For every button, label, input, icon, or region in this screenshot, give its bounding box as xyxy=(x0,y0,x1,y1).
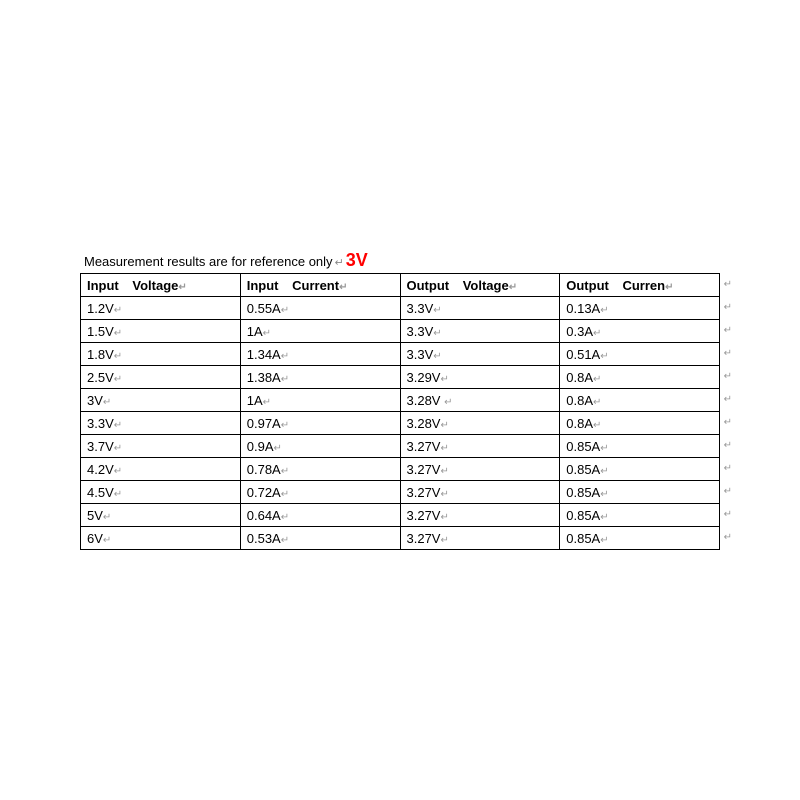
row-end-mark: ↵ xyxy=(724,411,732,434)
table-cell: 3.27V↵ xyxy=(400,504,560,527)
table-cell: 3.3V↵ xyxy=(400,297,560,320)
table-cell: 0.85A↵ xyxy=(560,458,720,481)
table-header-output-voltage: Output Voltage↵ xyxy=(400,274,560,297)
table-row: 2.5V↵ 1.38A↵ 3.29V↵ 0.8A↵ xyxy=(81,366,720,389)
table-cell: 3.7V↵ xyxy=(81,435,241,458)
table-cell: 0.78A↵ xyxy=(240,458,400,481)
table-cell: 3.27V↵ xyxy=(400,435,560,458)
title-mark: ↵ xyxy=(335,256,344,269)
table-cell: 3.28V↵ xyxy=(400,412,560,435)
table-cell: 0.85A↵ xyxy=(560,481,720,504)
table-cell: 3V↵ xyxy=(81,389,241,412)
table-cell: 0.55A↵ xyxy=(240,297,400,320)
table-cell: 1.38A↵ xyxy=(240,366,400,389)
table-row: 1.5V↵ 1A↵ 3.3V↵ 0.3A↵ xyxy=(81,320,720,343)
row-end-mark: ↵ xyxy=(724,342,732,365)
row-end-mark: ↵ xyxy=(724,273,732,296)
table-cell: 0.72A↵ xyxy=(240,481,400,504)
table-cell: 0.53A↵ xyxy=(240,527,400,550)
table-header-input-voltage: Input Voltage↵ xyxy=(81,274,241,297)
row-end-mark: ↵ xyxy=(724,480,732,503)
table-cell: 1A↵ xyxy=(240,389,400,412)
table-row: 3V↵ 1A↵ 3.28V ↵ 0.8A↵ xyxy=(81,389,720,412)
table-cell: 0.85A↵ xyxy=(560,435,720,458)
table-cell: 4.5V↵ xyxy=(81,481,241,504)
row-end-marks: ↵ ↵ ↵ ↵ ↵ ↵ ↵ ↵ ↵ ↵ ↵ ↵ xyxy=(724,273,732,549)
row-end-mark: ↵ xyxy=(724,503,732,526)
table-cell: 0.8A↵ xyxy=(560,389,720,412)
table-cell: 0.85A↵ xyxy=(560,527,720,550)
table-cell: 0.13A↵ xyxy=(560,297,720,320)
table-cell: 3.27V↵ xyxy=(400,527,560,550)
table-row: 4.2V↵ 0.78A↵ 3.27V↵ 0.85A↵ xyxy=(81,458,720,481)
table-cell: 1.2V↵ xyxy=(81,297,241,320)
title-text: Measurement results are for reference on… xyxy=(84,254,333,269)
table-cell: 1.8V↵ xyxy=(81,343,241,366)
table-body: 1.2V↵ 0.55A↵ 3.3V↵ 0.13A↵ 1.5V↵ 1A↵ 3.3V… xyxy=(81,297,720,550)
table-cell: 1A↵ xyxy=(240,320,400,343)
title-highlight: 3V xyxy=(346,250,368,271)
row-end-mark: ↵ xyxy=(724,319,732,342)
row-end-mark: ↵ xyxy=(724,526,732,549)
table-wrapper: Input Voltage↵ Input Current↵ Output Vol… xyxy=(80,273,720,550)
table-row: 6V↵ 0.53A↵ 3.27V↵ 0.85A↵ xyxy=(81,527,720,550)
table-cell: 3.3V↵ xyxy=(81,412,241,435)
table-cell: 3.27V↵ xyxy=(400,458,560,481)
table-cell: 0.51A↵ xyxy=(560,343,720,366)
table-cell: 1.34A↵ xyxy=(240,343,400,366)
table-cell: 0.8A↵ xyxy=(560,412,720,435)
table-header-row: Input Voltage↵ Input Current↵ Output Vol… xyxy=(81,274,720,297)
row-end-mark: ↵ xyxy=(724,434,732,457)
table-cell: 3.3V↵ xyxy=(400,343,560,366)
table-row: 1.8V↵ 1.34A↵ 3.3V↵ 0.51A↵ xyxy=(81,343,720,366)
title-row: Measurement results are for reference on… xyxy=(80,250,720,271)
row-end-mark: ↵ xyxy=(724,388,732,411)
table-cell: 3.28V ↵ xyxy=(400,389,560,412)
measurement-table: Input Voltage↵ Input Current↵ Output Vol… xyxy=(80,273,720,550)
table-cell: 0.97A↵ xyxy=(240,412,400,435)
table-cell: 0.64A↵ xyxy=(240,504,400,527)
table-header-output-current: Output Curren↵ xyxy=(560,274,720,297)
table-cell: 0.85A↵ xyxy=(560,504,720,527)
table-row: 4.5V↵ 0.72A↵ 3.27V↵ 0.85A↵ xyxy=(81,481,720,504)
table-cell: 1.5V↵ xyxy=(81,320,241,343)
table-cell: 3.29V↵ xyxy=(400,366,560,389)
row-end-mark: ↵ xyxy=(724,365,732,388)
table-cell: 3.3V↵ xyxy=(400,320,560,343)
table-row: 5V↵ 0.64A↵ 3.27V↵ 0.85A↵ xyxy=(81,504,720,527)
table-cell: 3.27V↵ xyxy=(400,481,560,504)
table-cell: 0.9A↵ xyxy=(240,435,400,458)
table-row: 3.3V↵ 0.97A↵ 3.28V↵ 0.8A↵ xyxy=(81,412,720,435)
table-cell: 2.5V↵ xyxy=(81,366,241,389)
document-container: Measurement results are for reference on… xyxy=(80,250,720,550)
table-cell: 4.2V↵ xyxy=(81,458,241,481)
table-header-input-current: Input Current↵ xyxy=(240,274,400,297)
table-cell: 0.8A↵ xyxy=(560,366,720,389)
table-cell: 0.3A↵ xyxy=(560,320,720,343)
row-end-mark: ↵ xyxy=(724,457,732,480)
table-row: 1.2V↵ 0.55A↵ 3.3V↵ 0.13A↵ xyxy=(81,297,720,320)
table-cell: 6V↵ xyxy=(81,527,241,550)
table-cell: 5V↵ xyxy=(81,504,241,527)
row-end-mark: ↵ xyxy=(724,296,732,319)
table-row: 3.7V↵ 0.9A↵ 3.27V↵ 0.85A↵ xyxy=(81,435,720,458)
